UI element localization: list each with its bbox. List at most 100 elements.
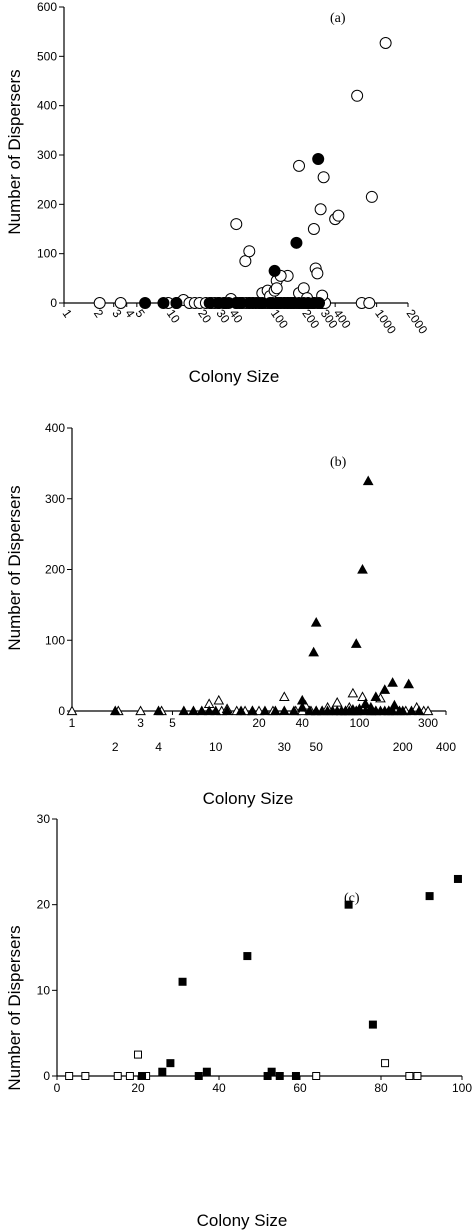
- data-point-filled: [304, 705, 315, 716]
- data-point-filled: [158, 1067, 167, 1076]
- x-tick-label: 80: [374, 1081, 388, 1095]
- panel-c-x-axis-label: Colony Size: [197, 1211, 288, 1230]
- data-point-filled: [310, 617, 322, 627]
- panel-b: (b) Colony Size Number of Dispersers 0 10…: [5, 421, 456, 808]
- panel-c-y-axis-label: Number of Dispersers: [5, 925, 24, 1090]
- y-tick-label: 100: [37, 247, 57, 261]
- y-tick-label: 400: [37, 99, 57, 113]
- data-point-filled: [203, 705, 215, 716]
- x-tick-label: 30: [278, 740, 292, 754]
- data-point-open: [93, 297, 106, 309]
- y-tick-label: 200: [45, 563, 65, 577]
- data-point-filled: [109, 705, 121, 716]
- data-point-filled: [379, 684, 391, 694]
- data-point-open: [422, 705, 434, 716]
- data-point-filled: [357, 563, 368, 574]
- data-point-filled: [202, 1067, 211, 1076]
- data-point-filled: [296, 701, 308, 712]
- data-point-filled: [210, 705, 222, 716]
- data-point-open: [66, 705, 78, 716]
- y-tick-label: 300: [37, 148, 57, 162]
- data-point-filled: [259, 705, 271, 716]
- data-point-open: [363, 297, 376, 309]
- data-point-filled: [247, 705, 258, 716]
- data-point-filled: [288, 705, 300, 716]
- data-point-filled: [296, 694, 308, 705]
- data-point-open: [213, 694, 225, 705]
- x-tick-label: 200: [299, 307, 322, 332]
- data-point-filled: [387, 705, 398, 716]
- data-point-filled: [166, 1059, 175, 1068]
- data-point-open: [311, 267, 324, 280]
- data-point-open: [135, 705, 146, 716]
- x-tick-label: 1000: [372, 307, 399, 337]
- data-point-filled: [387, 677, 398, 687]
- x-tick-label: 100: [349, 716, 369, 730]
- data-point-filled: [453, 874, 462, 883]
- data-point-filled: [350, 638, 362, 648]
- data-point-open: [307, 223, 320, 235]
- y-tick-label: 0: [50, 296, 57, 310]
- data-point-open: [239, 255, 252, 268]
- data-point-filled: [354, 703, 365, 713]
- data-point-open: [312, 1072, 321, 1080]
- x-tick-label: 20: [195, 307, 214, 326]
- data-point-filled: [278, 705, 290, 716]
- x-tick-label: 300: [418, 716, 438, 730]
- data-point-open: [81, 1072, 90, 1080]
- data-point-open: [278, 691, 290, 701]
- data-point-filled: [263, 1072, 272, 1080]
- x-tick-label: 40: [212, 1081, 226, 1095]
- x-tick-label: 4: [155, 740, 162, 754]
- x-tick-label: 20: [131, 1081, 145, 1095]
- x-tick-label: 100: [452, 1081, 472, 1095]
- data-point-filled: [362, 475, 374, 486]
- data-point-open: [293, 159, 306, 172]
- x-tick-label: 1: [60, 307, 75, 321]
- x-tick-label: 10: [164, 307, 183, 326]
- data-point-filled: [308, 646, 319, 657]
- y-tick-label: 300: [45, 492, 65, 506]
- data-point-filled: [235, 705, 247, 716]
- x-tick-label: 400: [331, 307, 354, 332]
- y-tick-label: 0: [43, 1069, 50, 1083]
- y-tick-label: 100: [45, 633, 65, 647]
- data-point-filled: [389, 699, 400, 710]
- data-point-filled: [221, 705, 233, 716]
- data-point-filled: [178, 705, 190, 716]
- data-point-filled: [344, 900, 353, 909]
- x-tick-label: 1: [69, 716, 76, 730]
- data-point-filled: [194, 1072, 203, 1080]
- data-point-open: [65, 1072, 74, 1080]
- data-point-filled: [425, 892, 434, 901]
- x-tick-label: 100: [268, 307, 291, 332]
- data-point-open: [113, 1072, 122, 1080]
- data-point-filled: [413, 705, 425, 716]
- data-point-filled: [406, 705, 417, 716]
- data-point-filled: [268, 264, 281, 277]
- y-tick-label: 0: [58, 704, 65, 718]
- data-point-open: [332, 209, 345, 222]
- data-point-filled: [270, 705, 281, 716]
- data-point-filled: [368, 1020, 377, 1029]
- x-tick-label: 60: [293, 1081, 307, 1095]
- x-tick-label: 2: [112, 740, 119, 754]
- x-tick-label: 40: [226, 307, 245, 326]
- y-tick-label: 200: [37, 197, 57, 211]
- data-point-filled: [178, 977, 187, 986]
- data-point-filled: [138, 1072, 147, 1080]
- panel-b-x-axis-label: Colony Size: [203, 789, 294, 808]
- data-point-open: [381, 1059, 390, 1068]
- x-tick-label: 200: [393, 740, 413, 754]
- x-tick-label: 0: [54, 1081, 61, 1095]
- data-point-open: [125, 1072, 134, 1080]
- x-tick-label: 3: [137, 716, 144, 730]
- data-point-filled: [188, 705, 199, 716]
- data-point-open: [230, 218, 243, 231]
- data-point-filled: [196, 705, 208, 716]
- data-point-open: [379, 37, 392, 50]
- data-point-filled: [312, 152, 325, 165]
- data-point-filled: [170, 297, 183, 309]
- y-tick-label: 400: [45, 421, 65, 435]
